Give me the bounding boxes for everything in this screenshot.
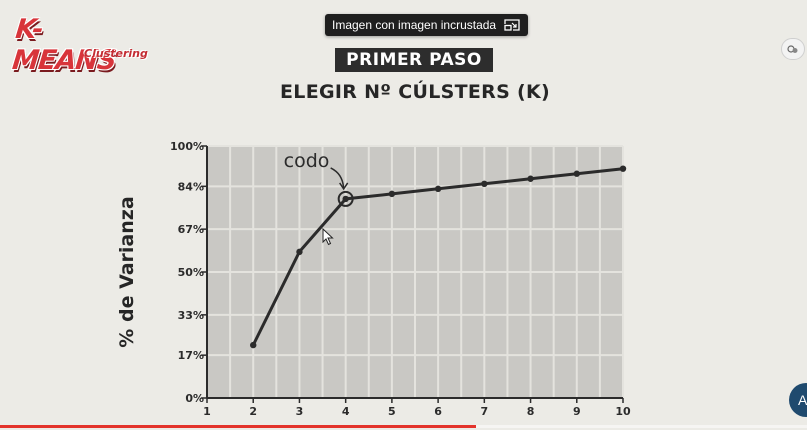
y-tick-label: 100%	[170, 140, 204, 153]
elbow-annotation-label: codo	[284, 150, 330, 172]
y-axis-label: % de Varianza	[116, 196, 138, 347]
pip-tooltip[interactable]: Imagen con imagen incrustada	[325, 14, 529, 36]
x-tick-label: 8	[527, 405, 535, 418]
x-tick-label: 10	[615, 405, 631, 418]
data-point	[434, 185, 442, 193]
data-point	[388, 190, 396, 198]
data-point	[342, 195, 349, 203]
slide-subtitle: ELEGIR Nº CÚLSTERS (K)	[280, 81, 550, 103]
mouse-cursor-icon	[322, 228, 334, 246]
x-tick-label: 6	[434, 405, 442, 418]
share-icon	[787, 45, 798, 53]
data-point	[573, 170, 580, 177]
overlay-avatar-button[interactable]: A	[789, 383, 807, 417]
x-tick-label: 3	[296, 405, 304, 418]
share-button[interactable]	[781, 38, 805, 60]
data-point	[527, 175, 534, 182]
x-tick-label: 7	[481, 405, 489, 418]
step-badge: PRIMER PASO	[335, 48, 493, 72]
x-tick-label: 4	[342, 405, 350, 418]
pip-tooltip-label: Imagen con imagen incrustada	[332, 18, 497, 32]
x-tick-label: 5	[388, 405, 396, 418]
y-tick-label: 67%	[178, 223, 204, 236]
x-tick-label: 9	[573, 405, 581, 418]
elbow-arrow	[330, 167, 345, 188]
k-means-logo: K-MEANS Clustering	[11, 14, 148, 76]
y-tick-label: 33%	[178, 309, 204, 322]
y-tick-label: 17%	[178, 349, 204, 362]
y-tick-label: 0%	[185, 392, 204, 405]
video-progress-track[interactable]	[0, 425, 807, 428]
elbow-highlight-ring	[337, 190, 354, 207]
logo-sub-text: Clustering	[84, 47, 148, 60]
video-progress-fill	[0, 425, 477, 428]
y-tick-label: 50%	[178, 266, 204, 279]
picture-in-picture-icon[interactable]	[504, 19, 520, 31]
data-point	[296, 248, 303, 256]
x-tick-label: 2	[249, 405, 257, 418]
overlay-avatar-label: A	[798, 392, 807, 408]
data-point	[619, 165, 627, 172]
elbow-arrow-head	[339, 182, 349, 191]
y-tick-label: 84%	[178, 180, 204, 193]
data-point	[481, 180, 488, 187]
x-tick-label: 1	[203, 405, 211, 418]
data-point	[250, 341, 257, 349]
